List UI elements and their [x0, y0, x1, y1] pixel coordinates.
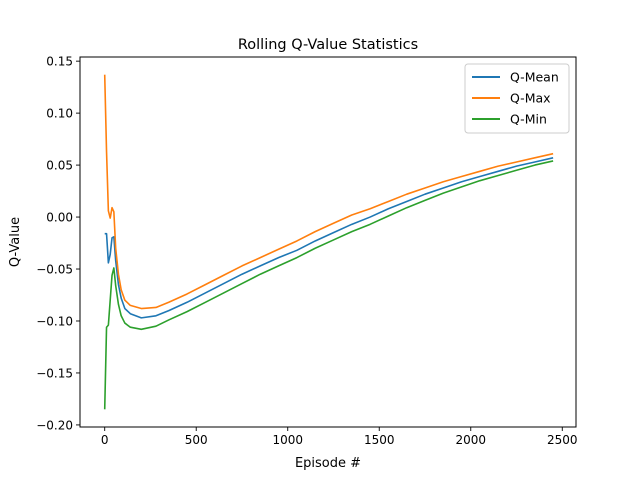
x-axis-label: Episode # — [295, 456, 361, 471]
legend-label-q-max: Q-Max — [510, 91, 551, 106]
legend-label-q-mean: Q-Mean — [510, 70, 559, 85]
x-tick-label: 2000 — [455, 433, 486, 447]
x-tick-label: 500 — [185, 433, 208, 447]
x-tick-label: 1500 — [364, 433, 395, 447]
x-tick-label: 0 — [101, 433, 109, 447]
y-tick-label: −0.05 — [36, 263, 73, 277]
y-tick-label: 0.05 — [46, 159, 73, 173]
y-tick-label: 0.10 — [46, 107, 73, 121]
plot-frame — [79, 56, 577, 428]
x-axis: 0 500 1000 1500 2000 2500 — [101, 427, 578, 447]
chart-title: Rolling Q-Value Statistics — [238, 37, 418, 53]
legend-frame — [464, 63, 570, 134]
series-line-q-mean — [104, 157, 554, 319]
series-line-q-max — [103, 74, 554, 310]
y-tick-label: −0.15 — [36, 366, 73, 380]
y-axis-label: Q-Value — [8, 217, 23, 267]
series-line-q-min — [103, 160, 554, 410]
y-tick-label: 0.00 — [46, 211, 73, 225]
series-layer — [103, 74, 554, 410]
y-tick-label: −0.10 — [36, 314, 73, 328]
x-tick-label: 1000 — [272, 433, 303, 447]
y-axis: −0.20 −0.15 −0.10 −0.05 0.00 0.05 0.10 0.15 — [36, 55, 80, 432]
y-tick-label: 0.15 — [46, 55, 73, 69]
x-tick-label: 2500 — [547, 433, 578, 447]
legend: Q-Mean Q-Max Q-Min — [464, 63, 570, 134]
legend-label-q-min: Q-Min — [510, 112, 547, 127]
y-tick-label: −0.20 — [36, 418, 73, 432]
